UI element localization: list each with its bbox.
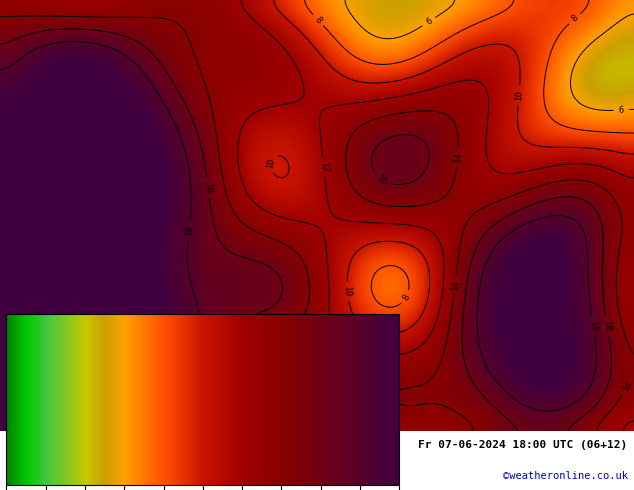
Text: 18: 18 (184, 225, 194, 237)
Text: 6: 6 (424, 16, 434, 27)
Text: 8: 8 (236, 403, 247, 413)
Text: 16: 16 (375, 173, 389, 186)
Text: Isotachs Spread mean+σ [%] ECMWF: Isotachs Spread mean+σ [%] ECMWF (6, 440, 223, 450)
Text: ©weatheronline.co.uk: ©weatheronline.co.uk (503, 471, 628, 481)
Text: 10: 10 (342, 286, 353, 297)
Text: 12: 12 (205, 397, 218, 411)
Text: 8: 8 (313, 15, 323, 25)
Text: 12: 12 (319, 162, 329, 173)
Text: 10: 10 (514, 90, 524, 101)
Text: Fr 07-06-2024 18:00 UTC (06+12): Fr 07-06-2024 18:00 UTC (06+12) (418, 440, 628, 450)
Text: 6: 6 (618, 105, 624, 115)
Text: 18: 18 (588, 320, 598, 332)
Text: 8: 8 (401, 293, 411, 302)
Text: 14: 14 (205, 377, 218, 391)
Text: 14: 14 (450, 280, 460, 291)
Text: 10: 10 (266, 157, 277, 169)
Text: 14: 14 (621, 380, 634, 393)
Text: 16: 16 (203, 182, 213, 194)
Text: 14: 14 (453, 151, 463, 163)
Text: 10: 10 (322, 403, 334, 416)
Text: 8: 8 (570, 14, 579, 24)
Text: 16: 16 (602, 320, 612, 332)
